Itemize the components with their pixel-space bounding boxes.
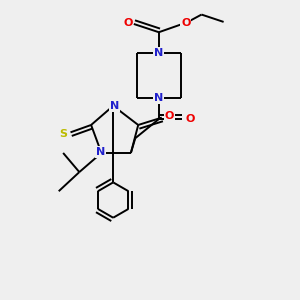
Text: O: O [164,111,174,121]
Text: N: N [154,48,164,58]
Text: O: O [123,18,133,28]
Text: N: N [110,101,119,111]
Text: O: O [181,18,190,28]
Text: O: O [185,114,194,124]
Text: N: N [96,147,106,158]
Text: N: N [154,94,164,103]
Text: S: S [59,129,67,139]
